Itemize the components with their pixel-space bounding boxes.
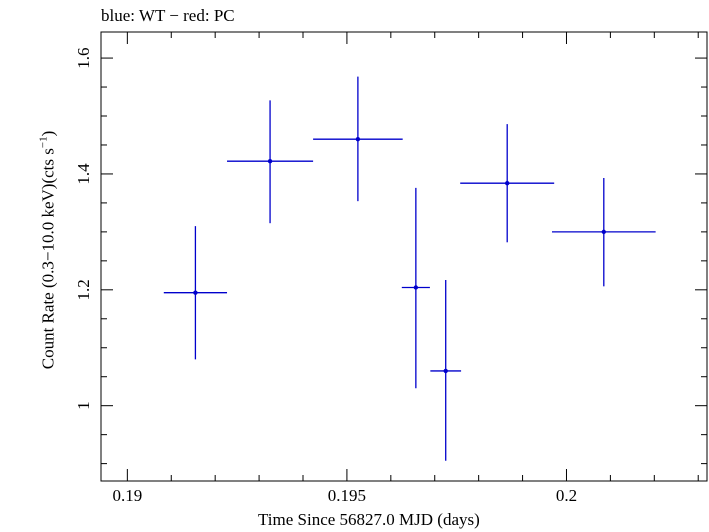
y-tick-label: 1.6 [74, 47, 93, 68]
y-axis-label-superscript: −1 [37, 136, 50, 149]
data-point [267, 158, 273, 164]
data-point [504, 181, 510, 186]
y-tick-label: 1.2 [74, 279, 93, 300]
data-marks [163, 76, 656, 461]
axis-ticks: 0.19 0.195 0.2 1 1.2 1.4 1.6 [74, 32, 707, 505]
x-tick-label: 0.19 [112, 486, 142, 505]
x-axis-label: Time Since 56827.0 MJD (days) [258, 510, 480, 529]
plot-frame [100, 31, 708, 482]
data-point [601, 229, 607, 235]
y-axis-label: Count Rate (0.3−10.0 keV)(cts s−1) [38, 131, 59, 370]
y-tick-label: 1.4 [74, 163, 93, 185]
chart-title: blue: WT − red: PC [101, 6, 235, 25]
x-tick-label: 0.2 [556, 486, 577, 505]
data-point [355, 136, 361, 142]
data-point [413, 285, 419, 290]
y-axis-label-text: Count Rate (0.3−10.0 keV)(cts s [38, 148, 58, 370]
y-tick-label: 1 [74, 401, 93, 410]
data-point [193, 290, 198, 295]
y-axis-label-close: ) [38, 130, 58, 137]
data-point [443, 368, 448, 374]
x-tick-label: 0.195 [328, 486, 366, 505]
